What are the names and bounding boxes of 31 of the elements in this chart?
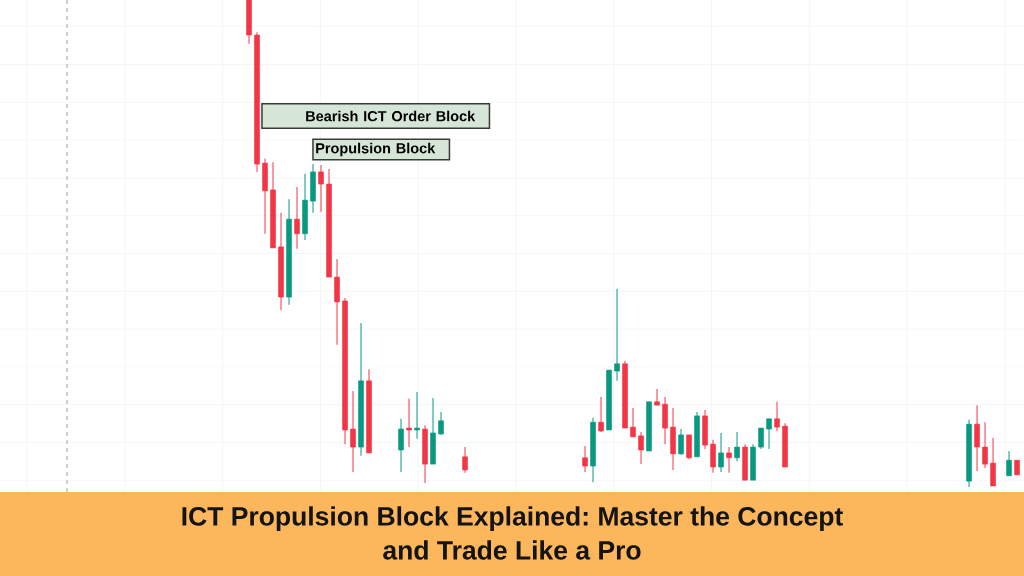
candlestick [414, 391, 420, 440]
candlestick [406, 398, 412, 448]
candlestick [734, 431, 740, 462]
candlestick [582, 445, 588, 473]
candlestick [350, 390, 356, 473]
text: ICT Propulsion Block Explained: Master the Concept and Trade Like a Pro [182, 506, 843, 560]
candlestick [654, 388, 660, 406]
candlestick [638, 431, 644, 465]
candlestick [678, 428, 684, 456]
candlestick [718, 432, 724, 473]
candlestick [982, 421, 988, 469]
candlestick [662, 396, 668, 445]
candlestick [758, 427, 764, 450]
candlestick [318, 164, 324, 213]
candlestick [630, 407, 636, 438]
candlestick [766, 418, 772, 450]
annotation: Propulsion Block [316, 142, 436, 157]
candlestick [598, 396, 604, 433]
candlestick [990, 437, 996, 487]
candlestick [398, 418, 404, 473]
candlestick [710, 439, 716, 474]
candlestick [438, 411, 444, 436]
candlestick [462, 446, 468, 474]
annotation: Bearish ICT Order Block [306, 110, 476, 122]
candlestick [974, 404, 980, 472]
candlestick [726, 446, 732, 474]
candlestick [1006, 450, 1012, 477]
candlestick [614, 288, 620, 382]
candlestick [294, 186, 300, 250]
candlestick [774, 401, 780, 432]
candlestick [686, 434, 692, 460]
